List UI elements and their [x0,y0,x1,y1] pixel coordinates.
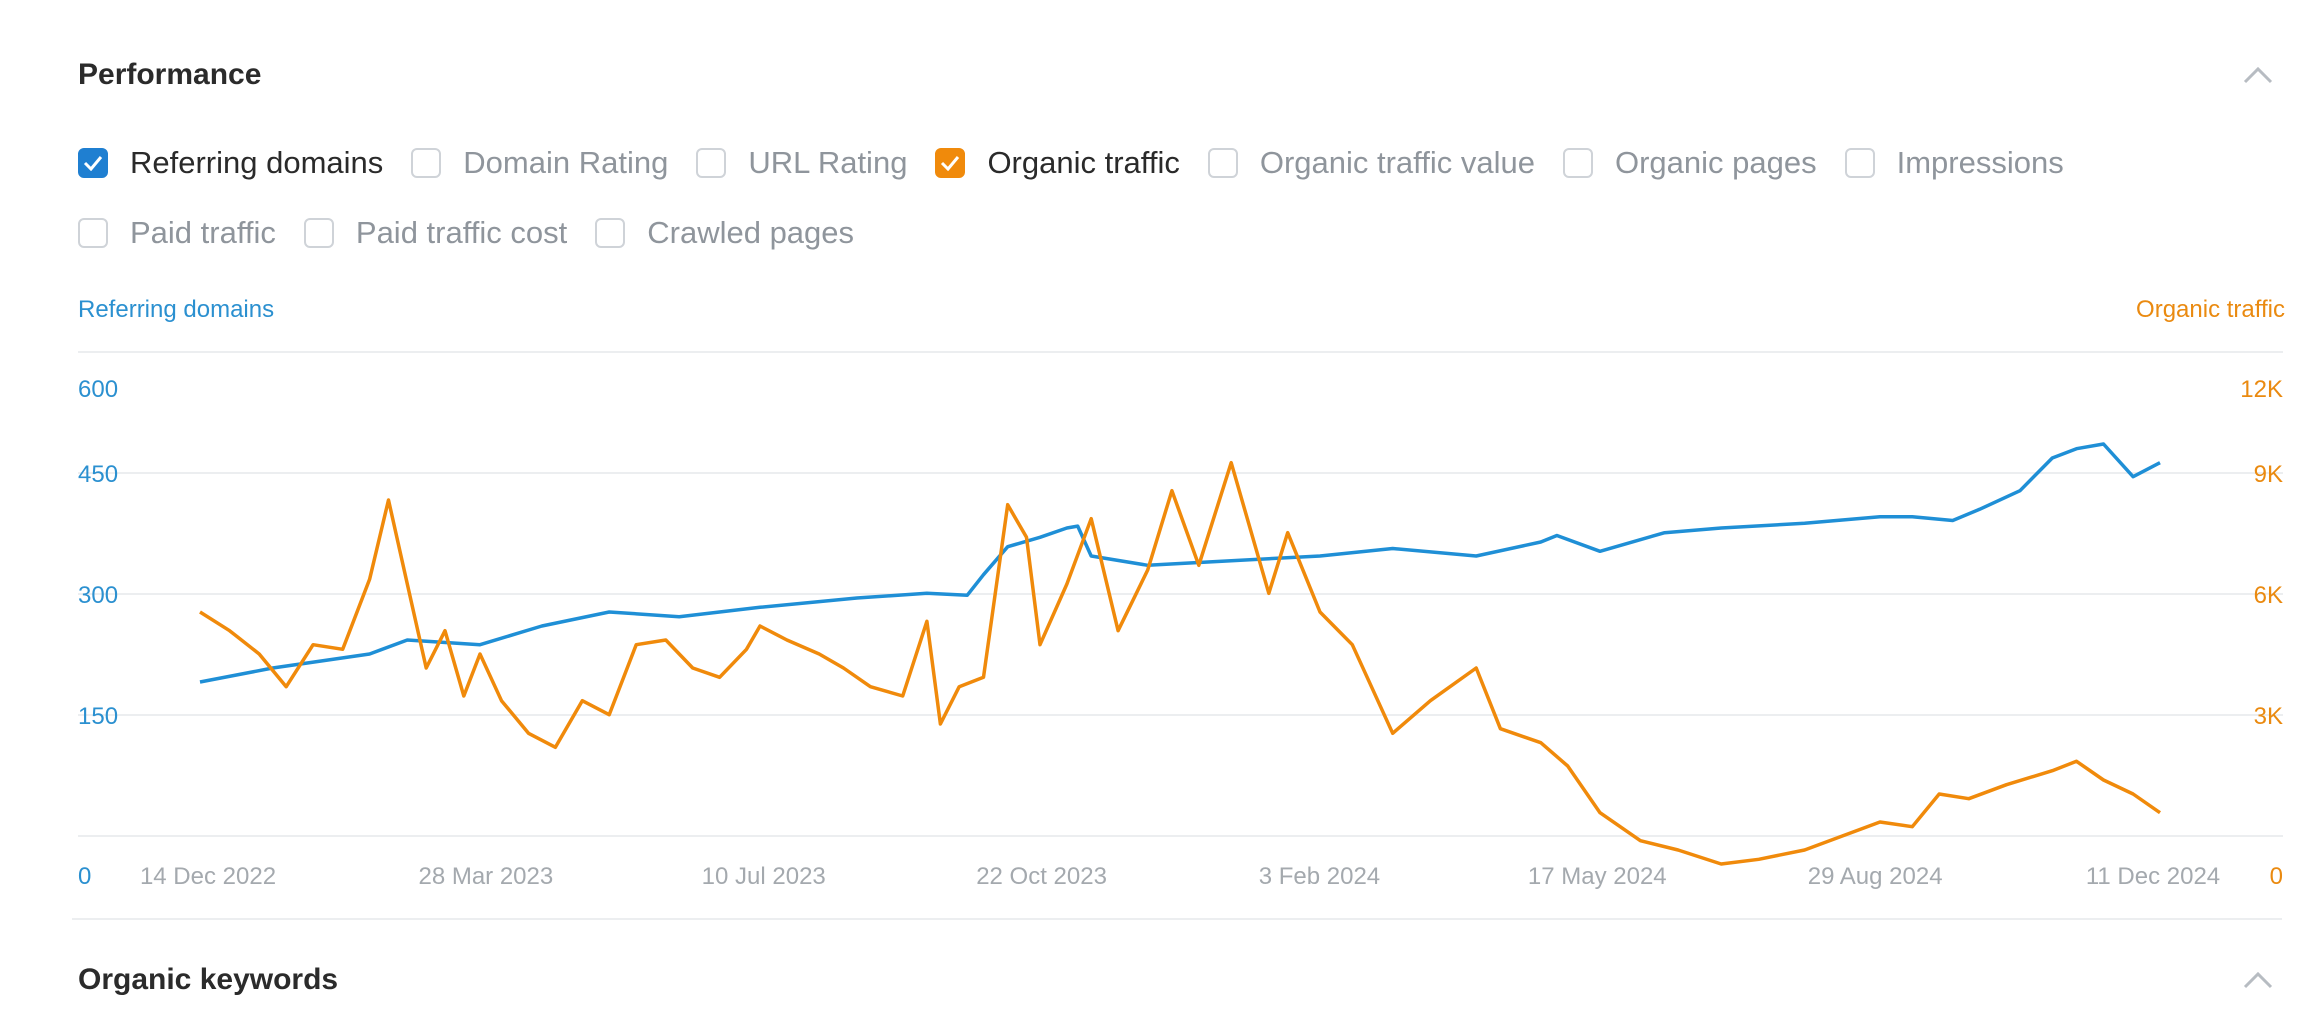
checkbox-label: Referring domains [130,145,384,180]
left-axis-title: Referring domains [78,296,275,323]
right-tick-label: 3K [2254,703,2283,730]
checkbox-label: Organic traffic [987,145,1180,180]
empty-checkbox-icon[interactable] [595,218,626,248]
right-tick-label: 0 [2270,863,2283,890]
checkbox-label: Paid traffic [130,215,276,250]
empty-checkbox-icon[interactable] [78,218,108,248]
checkbox-organic-traffic[interactable]: Organic traffic [935,145,1180,181]
checkbox-label: Organic pages [1614,145,1817,180]
left-tick-label: 600 [78,376,118,403]
empty-checkbox-icon[interactable] [411,148,442,178]
checkbox-organic-traffic-value[interactable]: Organic traffic value [1207,145,1535,181]
left-tick-label: 150 [78,703,118,730]
x-tick-label: 28 Mar 2023 [418,863,553,890]
metric-checkbox-row-1: Referring domains Domain Rating URL Rati… [78,145,2092,181]
empty-checkbox-icon[interactable] [696,148,727,178]
checkbox-crawled-pages[interactable]: Crawled pages [595,215,854,251]
right-axis-title: Organic traffic [2136,296,2285,323]
performance-header: Performance [78,45,2278,105]
checkbox-label: Crawled pages [647,215,855,250]
check-icon[interactable] [935,148,966,178]
checkbox-url-rating[interactable]: URL Rating [696,145,907,181]
referring-domains-line[interactable] [199,442,2161,684]
metric-checkbox-row-2: Paid traffic Paid traffic cost Crawled p… [78,215,882,251]
empty-checkbox-icon[interactable] [303,218,334,248]
right-tick-label: 9K [2254,461,2283,488]
x-tick-label: 29 Aug 2024 [1808,863,1943,890]
checkbox-domain-rating[interactable]: Domain Rating [411,145,668,181]
chevron-up-icon[interactable] [2238,960,2278,1000]
empty-checkbox-icon[interactable] [1207,148,1238,178]
x-tick-label: 11 Dec 2024 [2086,863,2220,890]
checkbox-paid-traffic-cost[interactable]: Paid traffic cost [303,215,568,251]
x-tick-label: 14 Dec 2022 [140,863,276,890]
check-icon[interactable] [78,148,108,178]
right-tick-label: 12K [2240,376,2283,403]
x-tick-label: 10 Jul 2023 [702,863,826,890]
checkbox-organic-pages[interactable]: Organic pages [1562,145,1817,181]
checkbox-label: Domain Rating [463,145,669,180]
left-tick-label: 0 [78,863,91,890]
left-tick-label: 450 [78,461,118,488]
empty-checkbox-icon[interactable] [1562,148,1593,178]
checkbox-label: Organic traffic value [1259,145,1535,180]
checkbox-impressions[interactable]: Impressions [1844,145,2064,181]
checkbox-referring-domains[interactable]: Referring domains [78,145,383,181]
organic-traffic-line[interactable] [199,460,2161,866]
performance-title: Performance [78,58,262,91]
performance-chart[interactable]: 0 150 300 450 600 0 3K 6K 9K 12K 14 Dec 2022 28 Mar… [0,330,2320,910]
x-tick-label: 17 May 2024 [1528,863,1667,890]
checkbox-label: Impressions [1896,145,2064,180]
x-tick-label: 3 Feb 2024 [1259,863,1380,890]
checkbox-label: Paid traffic cost [355,215,568,250]
right-tick-label: 6K [2254,582,2283,609]
empty-checkbox-icon[interactable] [1844,148,1875,178]
section-divider [72,918,2282,920]
x-tick-label: 22 Oct 2023 [976,863,1107,890]
checkbox-paid-traffic[interactable]: Paid traffic [78,215,276,251]
chevron-up-icon[interactable] [2238,55,2278,95]
organic-keywords-title: Organic keywords [78,963,339,996]
checkbox-label: URL Rating [748,145,908,180]
organic-keywords-header: Organic keywords [78,950,2278,1010]
left-tick-label: 300 [78,582,118,609]
